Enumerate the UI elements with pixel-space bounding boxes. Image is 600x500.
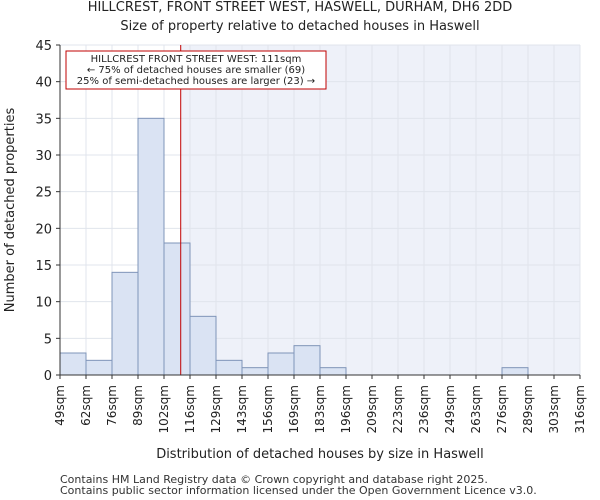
x-tick-label-129sqm: 129sqm: [209, 385, 223, 433]
chart-subtitle: Size of property relative to detached ho…: [120, 19, 480, 34]
x-tick-label-156sqm: 156sqm: [261, 385, 275, 433]
bar-62sqm: [85, 359, 113, 376]
x-tick-label-276sqm: 276sqm: [495, 385, 509, 433]
x-tick-label-89sqm: 89sqm: [131, 385, 145, 426]
annotation-line-2: ← 75% of detached houses are smaller (69…: [87, 65, 305, 76]
annotation-box: HILLCREST FRONT STREET WEST: 111sqm ← 75…: [65, 50, 327, 90]
x-tick-label-62sqm: 62sqm: [79, 385, 93, 426]
highlight-region: [180, 45, 580, 375]
x-tick-label-169sqm: 169sqm: [287, 385, 301, 433]
y-tick-label-35: 35: [35, 112, 52, 127]
bar-116sqm: [189, 315, 217, 376]
bar-143sqm: [241, 367, 269, 376]
bar-276sqm: [501, 367, 529, 376]
y-tick-label-45: 45: [35, 39, 52, 54]
x-tick-label-102sqm: 102sqm: [157, 385, 171, 433]
y-tick-label-10: 10: [35, 296, 52, 311]
chart-title: HILLCREST, FRONT STREET WEST, HASWELL, D…: [87, 0, 513, 15]
annotation-border: [65, 50, 327, 90]
bars: [59, 117, 529, 376]
footer-licence: Contains public sector information licen…: [60, 484, 537, 497]
x-tick-label-209sqm: 209sqm: [365, 385, 379, 433]
x-tick-label-263sqm: 263sqm: [469, 385, 483, 433]
x-tick-label-236sqm: 236sqm: [417, 385, 431, 433]
x-tick-label-196sqm: 196sqm: [339, 385, 353, 433]
bar-156sqm: [267, 352, 295, 376]
x-tick-label-223sqm: 223sqm: [391, 385, 405, 433]
x-tick-label-303sqm: 303sqm: [547, 385, 561, 433]
x-tick-label-316sqm: 316sqm: [573, 385, 587, 433]
y-axis-label: Number of detached properties: [3, 108, 18, 313]
x-tick-label-116sqm: 116sqm: [183, 385, 197, 433]
annotation-line-1: HILLCREST FRONT STREET WEST: 111sqm: [91, 54, 302, 65]
y-axis: 0 5 10 15 20 25 30 35 40 45: [35, 39, 61, 384]
bar-76sqm: [111, 271, 139, 376]
y-tick-label-30: 30: [35, 149, 52, 164]
bar-129sqm: [215, 359, 243, 376]
x-axis: 49sqm 62sqm 76sqm 89sqm 102sqm 116sqm 129sqm 14…: [53, 374, 587, 433]
bar-89sqm: [137, 117, 165, 376]
bar-49sqm: [59, 352, 87, 376]
y-tick-label-0: 0: [44, 369, 52, 384]
y-tick-label-40: 40: [35, 76, 52, 91]
x-tick-label-49sqm: 49sqm: [53, 385, 67, 426]
annotation-line-3: 25% of semi-detached houses are larger (…: [77, 76, 315, 87]
y-tick-label-15: 15: [35, 259, 52, 274]
y-tick-label-25: 25: [35, 186, 52, 201]
x-tick-label-289sqm: 289sqm: [521, 385, 535, 433]
x-tick-label-183sqm: 183sqm: [313, 385, 327, 433]
footer-copyright: Contains HM Land Registry data © Crown c…: [60, 473, 488, 486]
bar-169sqm: [293, 345, 321, 376]
x-tick-label-249sqm: 249sqm: [443, 385, 457, 433]
x-tick-label-143sqm: 143sqm: [235, 385, 249, 433]
x-axis-label: Distribution of detached houses by size …: [156, 447, 484, 462]
y-tick-label-20: 20: [35, 222, 52, 237]
x-tick-label-76sqm: 76sqm: [105, 385, 119, 426]
bar-183sqm: [319, 367, 347, 376]
y-tick-label-5: 5: [44, 332, 52, 347]
bar-102sqm: [163, 242, 191, 376]
